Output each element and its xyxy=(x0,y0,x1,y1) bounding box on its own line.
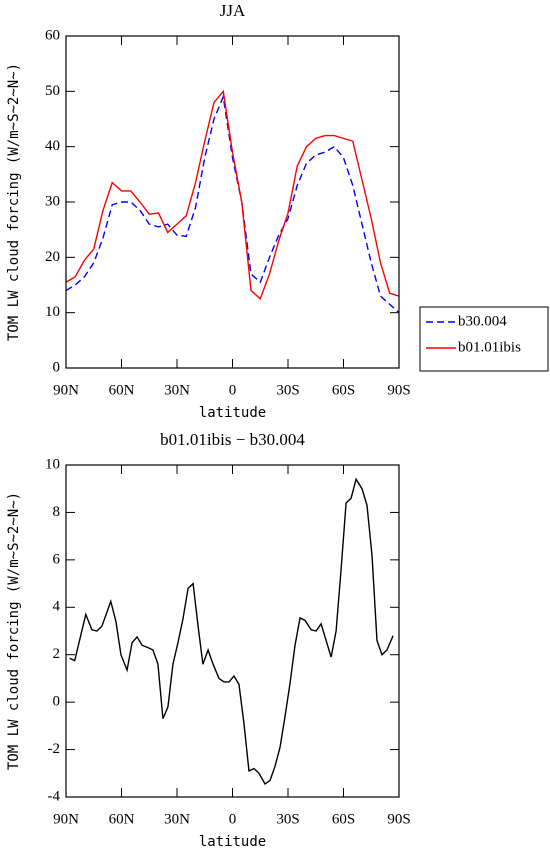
x-tick-label: 0 xyxy=(229,382,237,398)
x-tick-label: 60N xyxy=(109,811,135,827)
y-tick-label: 20 xyxy=(45,249,60,265)
legend-box xyxy=(419,306,549,372)
x-axis-title: latitude xyxy=(199,405,266,421)
y-tick-label: 0 xyxy=(53,694,61,710)
y-tick-label: 2 xyxy=(53,646,61,662)
y-tick-label: 8 xyxy=(53,504,61,520)
y-tick-label: 4 xyxy=(53,599,61,615)
data-line xyxy=(65,89,400,301)
y-tick-label: 6 xyxy=(53,551,61,567)
x-tick-label: 60S xyxy=(332,382,355,398)
y-axis-title: TOM LW cloud forcing (W/m~S~2~N~) xyxy=(6,63,22,341)
y-tick-label: -2 xyxy=(48,741,61,757)
y-tick-label: 60 xyxy=(45,27,60,43)
y-tick-label: 0 xyxy=(53,359,61,375)
plot-frame xyxy=(65,464,400,798)
x-tick-label: 30S xyxy=(276,382,299,398)
legend-label: b01.01ibis xyxy=(458,339,521,355)
data-line xyxy=(65,94,400,314)
legend-label: b30.004 xyxy=(458,313,507,329)
y-tick-label: 30 xyxy=(45,193,60,209)
y-tick-label: -4 xyxy=(48,788,61,804)
chart-title: b01.01ibis − b30.004 xyxy=(160,430,305,449)
y-axis-title: TOM LW cloud forcing (W/m~S~2~N~) xyxy=(6,492,22,770)
x-tick-label: 90N xyxy=(53,382,79,398)
x-axis-title: latitude xyxy=(199,834,266,850)
y-tick-label: 50 xyxy=(45,83,60,99)
x-tick-label: 30N xyxy=(164,811,190,827)
data-line xyxy=(69,477,394,785)
y-tick-label: 10 xyxy=(45,456,60,472)
x-tick-label: 0 xyxy=(229,811,237,827)
x-tick-label: 60S xyxy=(332,811,355,827)
x-tick-label: 90S xyxy=(387,811,410,827)
x-tick-label: 30S xyxy=(276,811,299,827)
x-tick-label: 30N xyxy=(164,382,190,398)
plot-frame xyxy=(65,35,400,369)
x-tick-label: 90S xyxy=(387,382,410,398)
y-tick-label: 10 xyxy=(45,304,60,320)
y-tick-label: 40 xyxy=(45,138,60,154)
chart-title: JJA xyxy=(220,1,246,20)
x-tick-label: 90N xyxy=(53,811,79,827)
x-tick-label: 60N xyxy=(109,382,135,398)
